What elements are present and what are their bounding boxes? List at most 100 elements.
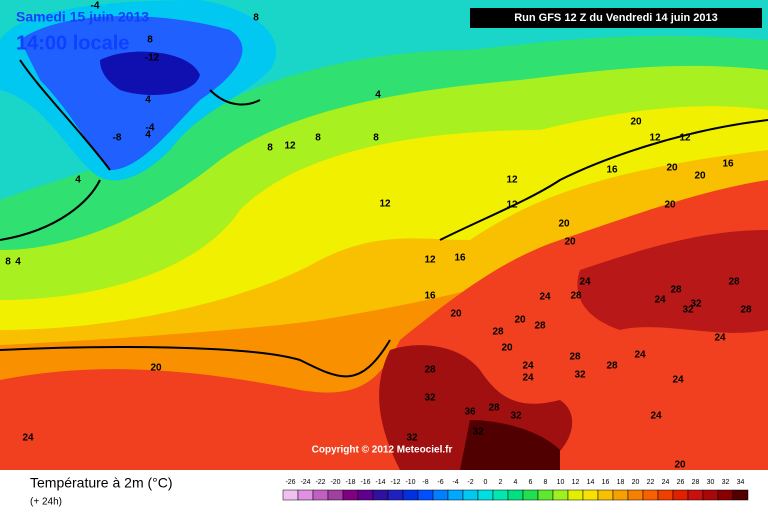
legend-tick-label: 14 [587,479,595,486]
color-legend: -26 -24 -22 -20 -18 -16 -14 -12 -10 -8 -6 -4 -2 0 2 4 6 8… [282,479,749,501]
footer-lead: (+ 24h) [30,497,62,508]
legend-tick-label: 4 [514,479,518,486]
legend-swatch [492,489,509,501]
contour-label: 12 [679,133,691,144]
legend-tick-label: 34 [737,479,745,486]
contour-label: 12 [506,200,518,211]
legend-swatch [447,489,464,501]
contour-label: 24 [579,277,591,288]
forecast-time: 14:00 locale [16,32,129,54]
contour-label: 24 [654,295,666,306]
legend-swatch [597,489,614,501]
legend-tick-label: -16 [360,479,370,486]
legend-tick-label: -24 [300,479,310,486]
legend-tick-label: 20 [632,479,640,486]
contour-label: 36 [464,407,476,418]
contour-label: 20 [514,315,526,326]
legend-tick-label: 28 [692,479,700,486]
contour-label: 20 [450,309,462,320]
contour-label: 12 [649,133,661,144]
contour-label: 12 [424,255,436,266]
contour-label: 28 [569,352,581,363]
contour-label: 20 [694,171,706,182]
contour-label: 16 [454,253,466,264]
contour-label: -4 [146,123,155,134]
legend-swatch [687,489,704,501]
legend-swatch [327,489,344,501]
contour-label: 8 [5,257,11,268]
contour-label: 4 [75,175,81,186]
contour-label: 16 [722,159,734,170]
legend-swatch [612,489,629,501]
contour-label: 28 [670,285,682,296]
contour-label: 8 [147,35,153,46]
legend-swatch [342,489,359,501]
contour-label: 24 [672,375,684,386]
run-info: Run GFS 12 Z du Vendredi 14 juin 2013 [514,12,718,24]
legend-swatch [552,489,569,501]
legend-tick-label: 16 [602,479,610,486]
contour-label: 28 [488,403,500,414]
legend-tick-label: 30 [707,479,715,486]
legend-tick-label: 2 [499,479,503,486]
contour-label: 28 [492,327,504,338]
legend-swatch [642,489,659,501]
legend-swatch [402,489,419,501]
contour-label: 4 [145,130,151,141]
contour-label: 16 [606,165,618,176]
contour-label: 28 [606,361,618,372]
contour-label: 24 [714,333,726,344]
contour-label: 20 [674,460,686,471]
contour-label: 8 [373,133,379,144]
contour-label: 20 [150,363,162,374]
contour-label: -4 [91,1,100,12]
legend-tick-label: -4 [452,479,458,486]
contour-label: 20 [558,219,570,230]
legend-tick-label: 22 [647,479,655,486]
contour-label: 24 [539,292,551,303]
legend-swatch [657,489,674,501]
contour-label: 32 [682,305,694,316]
map [0,0,768,471]
legend-tick-label: 8 [544,479,548,486]
contour-label: 32 [406,433,418,444]
legend-tick-label: 12 [572,479,580,486]
legend-swatch [522,489,539,501]
legend-swatch [387,489,404,501]
run-box [470,8,762,28]
contour-label: 8 [253,13,259,24]
contour-label: 4 [375,90,381,101]
footer-title: Température à 2m (°C) [30,475,173,491]
legend-tick-label: -10 [405,479,415,486]
legend-tick-label: -22 [315,479,325,486]
legend-tick-label: -26 [285,479,295,486]
contour-label: 4 [145,95,151,106]
legend-tick-label: -18 [345,479,355,486]
contour-label: 20 [564,237,576,248]
contour-label: 28 [424,365,436,376]
legend-swatch [282,489,299,501]
contour-label: 28 [740,305,752,316]
contour-label: 20 [664,200,676,211]
legend-swatch [357,489,374,501]
legend-swatch [372,489,389,501]
legend-tick-label: 32 [722,479,730,486]
legend-tick-label: 24 [662,479,670,486]
contour-label: 4 [15,257,21,268]
legend-swatch [627,489,644,501]
contour-label: 32 [510,411,522,422]
contour-label: -8 [113,133,122,144]
legend-tick-label: 18 [617,479,625,486]
legend-swatch [717,489,734,501]
contour-label: 32 [574,370,586,381]
contour-label: 20 [630,117,642,128]
legend-tick-label: 0 [484,479,488,486]
contour-label: 32 [690,299,702,310]
contour-label: -12 [145,53,160,64]
legend-tick-label: 26 [677,479,685,486]
legend-swatch [582,489,599,501]
legend-swatch [567,489,584,501]
contour-label: 24 [22,433,34,444]
contour-label: 16 [424,291,436,302]
